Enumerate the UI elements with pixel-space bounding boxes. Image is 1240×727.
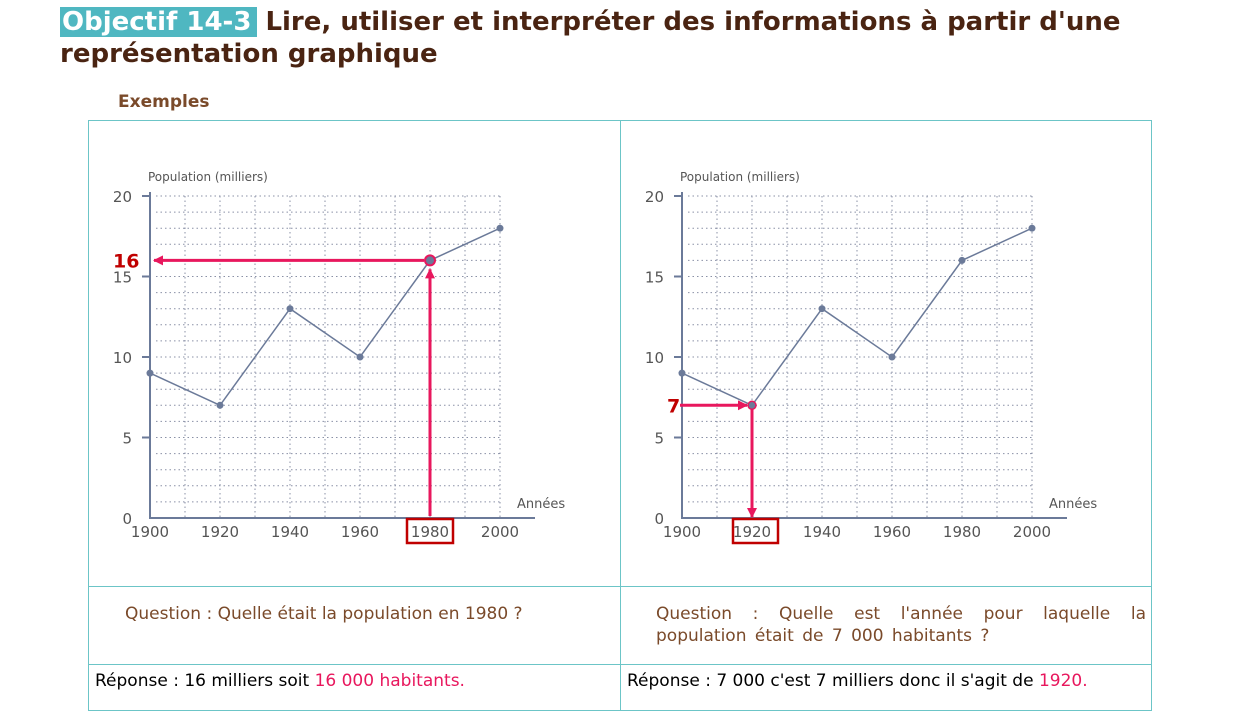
data-point <box>216 401 224 409</box>
data-point <box>1028 224 1036 232</box>
x-tick-label: 1980 <box>411 523 449 541</box>
x-tick-label: 2000 <box>481 523 519 541</box>
y-tick-label: 0 <box>122 510 132 528</box>
x-tick-label: 1920 <box>201 523 239 541</box>
y-tick-label: 15 <box>113 269 132 287</box>
data-point <box>888 353 896 361</box>
read-point <box>424 254 436 267</box>
y-tick-label: 20 <box>113 188 132 206</box>
y-tick-label: 10 <box>645 349 664 367</box>
x-tick-label: 1900 <box>131 523 169 541</box>
examples-table: 0 5 10 15 20 1900 1920 1940 1960 1980 2000 Populati… <box>88 120 1152 711</box>
x-axis-title: Années <box>1049 497 1097 512</box>
x-tick-label: 2000 <box>1013 523 1051 541</box>
answer-1-highlight: 16 000 habitants. <box>314 671 465 691</box>
y-tick-label: 5 <box>122 430 132 448</box>
read-point <box>747 400 757 411</box>
chart-example-1: 0 5 10 15 20 1900 1920 1940 1960 1980 2000 Populati… <box>113 170 565 545</box>
objective-title: Lire, utiliser et interpréter des inform… <box>60 7 1121 69</box>
data-point <box>958 256 966 264</box>
answer-2-highlight: 1920. <box>1038 671 1088 691</box>
year-highlight-box <box>731 517 780 545</box>
row-divider-1 <box>89 586 1151 587</box>
data-point <box>678 369 686 377</box>
read-value-label: 16 <box>113 250 139 272</box>
row-divider-2 <box>89 664 1151 665</box>
section-label: Exemples <box>118 92 210 112</box>
question-2: Question : Quelle est l'année pour laque… <box>656 604 1146 646</box>
answer-1-text: Réponse : 16 milliers soit <box>95 671 315 691</box>
data-point <box>496 224 504 232</box>
read-value-label: 7 <box>667 395 680 417</box>
question-1: Question : Quelle était la population en… <box>125 604 523 624</box>
answer-1: Réponse : 16 milliers soit 16 000 habita… <box>95 670 465 692</box>
y-tick-label: 10 <box>113 349 132 367</box>
x-axis-title: Années <box>517 497 565 512</box>
x-tick-label: 1920 <box>733 523 771 541</box>
year-highlight-box <box>405 517 455 545</box>
y-axis-title: Population (milliers) <box>148 170 268 184</box>
data-point <box>286 305 294 313</box>
y-tick-label: 0 <box>654 510 664 528</box>
y-tick-label: 5 <box>654 430 664 448</box>
x-tick-label: 1960 <box>873 523 911 541</box>
x-tick-label: 1940 <box>271 523 309 541</box>
x-tick-label: 1980 <box>943 523 981 541</box>
page-title: Objectif 14-3 Lire, utiliser et interprét… <box>60 6 1220 70</box>
x-tick-label: 1940 <box>803 523 841 541</box>
column-divider <box>620 121 621 710</box>
data-point <box>146 369 154 377</box>
chart-example-2: 0 5 10 15 20 1900 1920 1940 1960 1980 2000 Populati… <box>645 170 1097 545</box>
objective-badge: Objectif 14-3 <box>60 7 258 37</box>
data-point <box>818 305 826 313</box>
x-tick-label: 1960 <box>341 523 379 541</box>
data-point <box>356 353 364 361</box>
answer-2-text: Réponse : 7 000 c'est 7 milliers donc il… <box>627 671 1039 691</box>
y-axis-title: Population (milliers) <box>680 170 800 184</box>
series-line <box>149 227 501 407</box>
y-tick-label: 15 <box>645 269 664 287</box>
answer-2: Réponse : 7 000 c'est 7 milliers donc il… <box>627 670 1088 692</box>
series-line <box>681 227 1033 407</box>
x-tick-label: 1900 <box>663 523 701 541</box>
y-tick-label: 20 <box>645 188 664 206</box>
